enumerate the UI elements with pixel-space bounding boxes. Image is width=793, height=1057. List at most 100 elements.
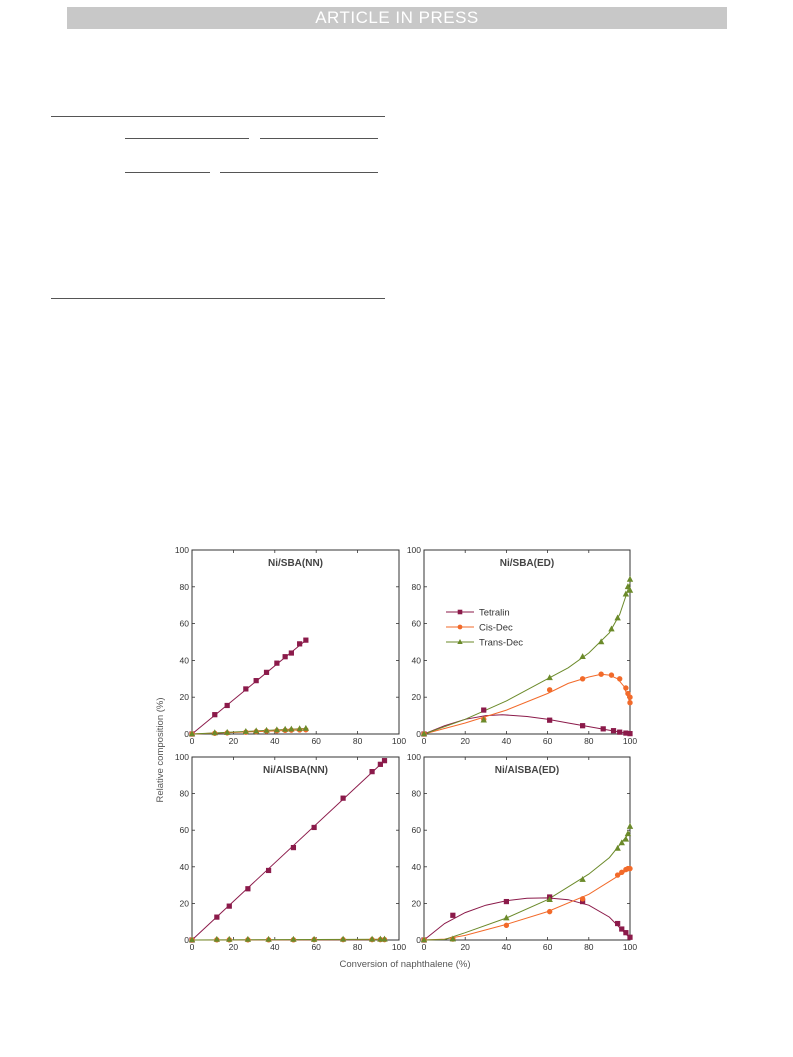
data-point-cis-dec — [546, 687, 553, 693]
x-tick-label: 20 — [229, 736, 239, 746]
data-point-trans-dec — [244, 935, 252, 942]
data-point-tetralin — [627, 731, 633, 737]
data-point-tetralin — [619, 926, 625, 932]
x-tick-label: 0 — [422, 942, 427, 952]
x-tick-label: 60 — [543, 942, 553, 952]
x-tick-label: 40 — [502, 736, 512, 746]
data-point-cis-dec — [627, 865, 633, 872]
data-point-trans-dec — [252, 727, 260, 734]
y-tick-label: 80 — [412, 789, 422, 799]
data-point-trans-dec — [213, 935, 221, 942]
x-tick-label: 60 — [543, 736, 553, 746]
chart-panel-1: 0 20 40 60 80 100 0 20 40 60 80 100 Ni/SBA(NN) — [175, 545, 407, 746]
series-line-trans-dec — [191, 938, 385, 941]
data-point-trans-dec — [626, 822, 634, 829]
data-point-cis-dec — [579, 676, 586, 682]
legend-label: Cis-Dec — [479, 623, 513, 634]
data-point-trans-dec — [420, 936, 428, 943]
data-point-cis-dec — [627, 694, 633, 700]
data-point-tetralin — [243, 686, 249, 692]
x-tick-label: 60 — [311, 736, 321, 746]
y-tick-label: 20 — [180, 692, 190, 702]
y-tick-label: 80 — [412, 582, 422, 592]
legend-marker-tetralin — [457, 609, 463, 615]
legend-marker-cis-dec — [457, 624, 463, 630]
data-point-trans-dec — [420, 730, 428, 737]
y-tick-label: 40 — [180, 862, 190, 872]
data-point-tetralin — [212, 712, 218, 718]
data-point-tetralin — [623, 930, 629, 936]
x-tick-label: 100 — [392, 942, 406, 952]
data-point-trans-dec — [579, 653, 586, 660]
data-point-tetralin — [253, 678, 259, 684]
data-point-tetralin — [340, 795, 346, 801]
plot-frame — [423, 756, 631, 941]
data-point-trans-dec — [381, 935, 388, 942]
data-point-tetralin — [617, 729, 623, 735]
data-point-tetralin — [600, 726, 606, 732]
data-point-trans-dec — [296, 725, 303, 732]
y-tick-label: 60 — [412, 825, 422, 835]
data-point-tetralin — [311, 824, 317, 831]
data-point-tetralin — [224, 702, 230, 709]
panel-title: Ni/SBA(NN) — [268, 558, 323, 569]
data-point-trans-dec — [624, 583, 632, 590]
data-point-cis-dec — [503, 922, 510, 929]
data-point-trans-dec — [622, 835, 630, 842]
table-top-rule — [51, 116, 385, 117]
data-point-tetralin — [369, 769, 375, 775]
data-point-trans-dec — [597, 638, 605, 645]
y-tick-label: 20 — [412, 692, 422, 702]
x-tick-label: 20 — [460, 736, 470, 746]
x-tick-label: 100 — [623, 736, 637, 746]
x-tick-label: 80 — [353, 942, 363, 952]
data-point-cis-dec — [579, 896, 586, 902]
figure-product-distribution: 0 20 40 60 80 100 0 20 40 60 80 100 Ni/SBA(NN) 0 20 40 6… — [155, 545, 638, 970]
data-point-tetralin — [290, 844, 297, 851]
data-point-trans-dec — [503, 914, 510, 921]
data-point-trans-dec — [546, 896, 553, 903]
data-point-trans-dec — [614, 614, 621, 621]
data-point-trans-dec — [223, 728, 231, 735]
data-point-tetralin — [274, 660, 280, 666]
data-point-trans-dec — [281, 725, 289, 732]
y-tick-label: 60 — [180, 619, 190, 629]
data-point-cis-dec — [598, 671, 604, 677]
data-point-cis-dec — [546, 908, 553, 915]
y-tick-label: 100 — [407, 752, 421, 762]
table-subheader-rule-2 — [260, 138, 378, 139]
y-tick-label: 80 — [180, 582, 190, 592]
data-point-trans-dec — [449, 935, 457, 942]
x-tick-label: 100 — [392, 736, 406, 746]
data-point-trans-dec — [368, 935, 376, 942]
data-point-trans-dec — [188, 730, 196, 737]
data-point-cis-dec — [627, 700, 633, 706]
x-tick-label: 20 — [229, 942, 239, 952]
x-tick-label: 40 — [270, 736, 280, 746]
chart-panel-4: 0 20 40 60 80 100 0 20 40 60 80 100 Ni/AlSBA(ED) — [407, 752, 638, 952]
data-point-tetralin — [381, 758, 388, 764]
series-line-tetralin — [191, 760, 385, 941]
data-point-trans-dec — [626, 586, 634, 593]
data-point-trans-dec — [377, 935, 384, 942]
x-tick-label: 0 — [190, 736, 195, 746]
data-point-trans-dec — [546, 674, 553, 681]
x-axis-label: Conversion of naphthalene (%) — [340, 959, 471, 970]
x-tick-label: 20 — [460, 942, 470, 952]
table-subheader-rule-4 — [220, 172, 378, 173]
data-point-cis-dec — [608, 672, 615, 678]
data-point-cis-dec — [619, 869, 625, 875]
y-tick-label: 0 — [416, 729, 421, 739]
data-point-tetralin — [303, 637, 309, 643]
data-point-trans-dec — [626, 575, 634, 582]
panel-title: Ni/AlSBA(NN) — [263, 765, 328, 776]
data-point-trans-dec — [339, 935, 347, 942]
data-point-tetralin — [263, 669, 270, 675]
panel-title: Ni/SBA(ED) — [500, 558, 554, 569]
y-tick-label: 40 — [412, 862, 422, 872]
chart-panel-2: 0 20 40 60 80 100 0 20 40 60 80 100 Ni/SBA(ED) Tetral… — [407, 545, 638, 746]
x-tick-label: 80 — [584, 736, 594, 746]
data-point-tetralin — [245, 886, 251, 892]
y-tick-label: 0 — [184, 935, 189, 945]
data-point-tetralin — [226, 903, 232, 909]
